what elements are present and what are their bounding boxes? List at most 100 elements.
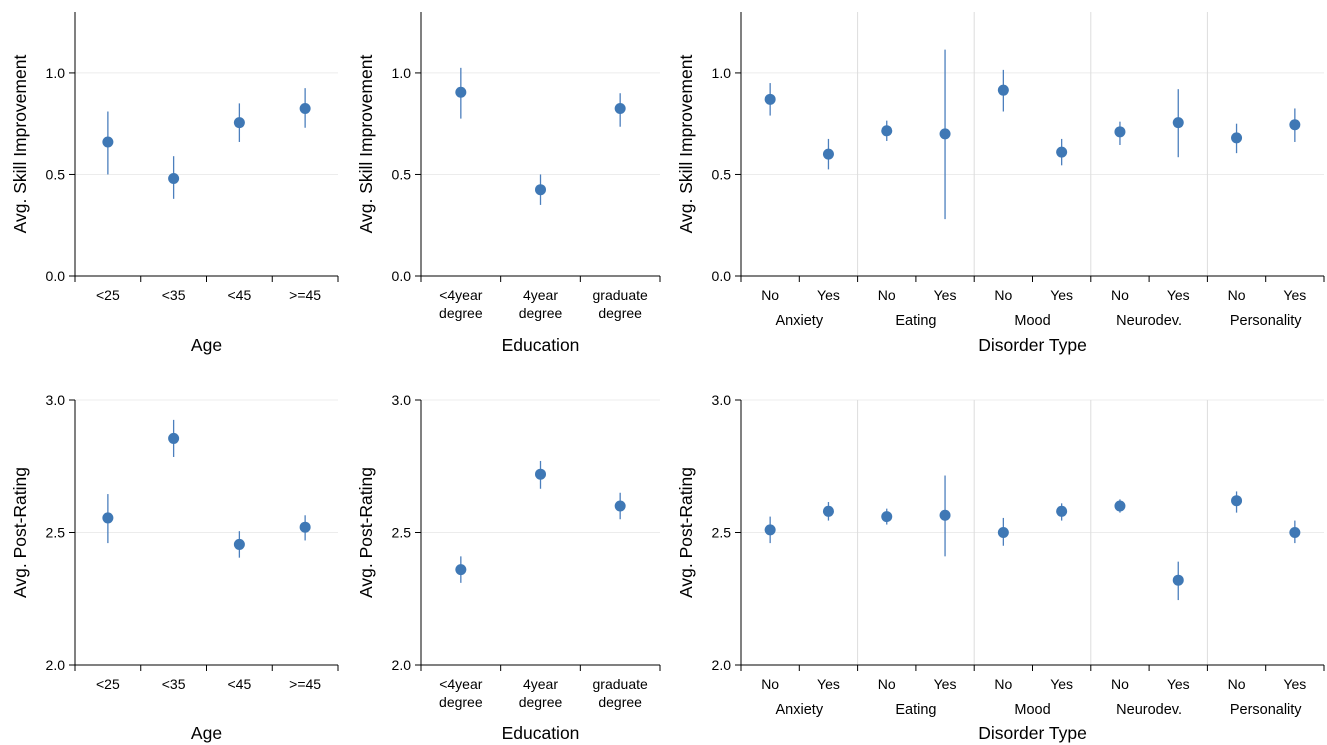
x-tick-label: No xyxy=(1111,287,1129,303)
x-tick-label: No xyxy=(761,676,779,692)
x-axis-title: Education xyxy=(502,335,580,355)
x-axis-title: Age xyxy=(191,335,222,355)
data-point xyxy=(997,527,1009,538)
data-point xyxy=(614,500,626,512)
x-tick-label: No xyxy=(1228,287,1246,303)
y-tick-label: 0.0 xyxy=(46,268,66,284)
data-point xyxy=(881,125,893,137)
data-point xyxy=(1056,505,1068,517)
x-tick-label: <25 xyxy=(96,287,120,303)
x-tick-label: No xyxy=(994,676,1012,692)
x-tick-label: <4year xyxy=(439,287,483,303)
panel-disorder-skill: 0.0 0.5 1.0 No Yes No Yes No Yes No Yes No Yes Anxiet… xyxy=(676,12,1325,355)
data-point xyxy=(535,468,546,480)
x-axis-title: Disorder Type xyxy=(978,335,1087,355)
x-tick-label: >=45 xyxy=(289,676,321,692)
data-point xyxy=(299,102,311,114)
x-axis-title: Age xyxy=(191,723,222,743)
y-axis-title: Avg. Skill Improvement xyxy=(10,55,30,234)
x-tick-label: degree xyxy=(439,305,483,321)
data-point xyxy=(1289,527,1301,538)
x-tick-label: Yes xyxy=(817,676,840,692)
x-axis-title: Disorder Type xyxy=(978,723,1087,743)
y-tick-label: 3.0 xyxy=(46,392,66,408)
x-tick-label: Yes xyxy=(1167,676,1190,692)
x-tick-label: No xyxy=(994,287,1012,303)
x-tick-label: No xyxy=(1228,676,1246,692)
panel-age-skill: 0.0 0.5 1.0 <25 <35 <45 >=45 Age Avg. Skill Impr… xyxy=(10,12,339,355)
y-axis-title: Avg. Post-Rating xyxy=(356,467,376,598)
x-tick-label: <45 xyxy=(228,676,252,692)
x-tick-label: No xyxy=(761,287,779,303)
group-label: Personality xyxy=(1230,702,1302,718)
y-tick-label: 2.0 xyxy=(392,657,412,673)
x-axis-title: Education xyxy=(502,723,580,743)
x-tick-label: No xyxy=(878,676,896,692)
data-point xyxy=(1114,126,1126,138)
x-tick-label: Yes xyxy=(1050,287,1073,303)
data-point xyxy=(614,102,626,114)
y-tick-label: 2.5 xyxy=(392,525,412,541)
group-label: Mood xyxy=(1014,313,1050,329)
x-tick-label: 4year xyxy=(523,676,558,692)
data-point xyxy=(1056,146,1068,158)
x-tick-label: Yes xyxy=(817,287,840,303)
x-tick-label: <35 xyxy=(162,287,186,303)
group-label: Anxiety xyxy=(776,313,824,329)
y-tick-label: 2.0 xyxy=(712,657,732,673)
y-tick-label: 3.0 xyxy=(712,392,732,408)
data-point xyxy=(102,512,114,524)
data-point xyxy=(822,505,834,517)
data-point xyxy=(881,511,893,523)
data-point xyxy=(168,432,180,444)
data-point xyxy=(233,538,245,550)
data-point xyxy=(102,136,114,148)
x-tick-label: <45 xyxy=(228,287,252,303)
data-point xyxy=(455,564,467,576)
y-tick-label: 2.5 xyxy=(712,525,732,541)
data-point xyxy=(822,148,834,160)
panel-disorder-rating: 2.0 2.5 3.0 No Yes No Yes No Yes No Yes No Yes Anxiet… xyxy=(676,392,1325,743)
y-tick-label: 2.0 xyxy=(46,657,66,673)
y-tick-label: 3.0 xyxy=(392,392,412,408)
data-point xyxy=(168,173,180,185)
y-axis-title: Avg. Skill Improvement xyxy=(676,55,696,234)
y-tick-label: 0.5 xyxy=(712,166,732,182)
group-label: Eating xyxy=(895,313,936,329)
x-tick-label: No xyxy=(1111,676,1129,692)
x-tick-label: Yes xyxy=(1050,676,1073,692)
x-tick-label: degree xyxy=(598,305,642,321)
x-tick-label: Yes xyxy=(1167,287,1190,303)
data-point xyxy=(1172,574,1184,586)
data-point xyxy=(1172,117,1184,129)
x-tick-label: <4year xyxy=(439,676,483,692)
group-label: Neurodev. xyxy=(1116,313,1182,329)
x-tick-label: Yes xyxy=(934,287,957,303)
x-tick-label: Yes xyxy=(1283,676,1306,692)
data-point xyxy=(997,84,1009,96)
y-tick-label: 1.0 xyxy=(392,65,412,81)
data-point xyxy=(1289,119,1301,131)
panel-edu-skill: 0.0 0.5 1.0 <4year degree 4year degree graduate… xyxy=(356,12,661,355)
panel-age-rating: 2.0 2.5 3.0 <25 <35 <45 >=45 Age Avg. Post-Ratin… xyxy=(10,392,339,743)
x-tick-label: >=45 xyxy=(289,287,321,303)
data-point xyxy=(535,184,546,196)
y-tick-label: 0.5 xyxy=(46,166,66,182)
y-tick-label: 0.5 xyxy=(392,166,412,182)
data-point xyxy=(1114,500,1126,512)
group-label: Anxiety xyxy=(776,702,824,718)
x-tick-label: Yes xyxy=(1283,287,1306,303)
data-point xyxy=(764,524,776,536)
x-tick-label: graduate xyxy=(593,287,648,303)
x-tick-label: degree xyxy=(519,305,563,321)
y-tick-label: 2.5 xyxy=(46,525,66,541)
group-label: Eating xyxy=(895,702,936,718)
x-tick-label: degree xyxy=(598,694,642,710)
data-point xyxy=(1231,132,1243,144)
x-tick-label: <35 xyxy=(162,676,186,692)
y-axis-title: Avg. Post-Rating xyxy=(676,467,696,598)
data-point xyxy=(939,128,951,140)
x-tick-label: No xyxy=(878,287,896,303)
x-tick-label: graduate xyxy=(593,676,648,692)
